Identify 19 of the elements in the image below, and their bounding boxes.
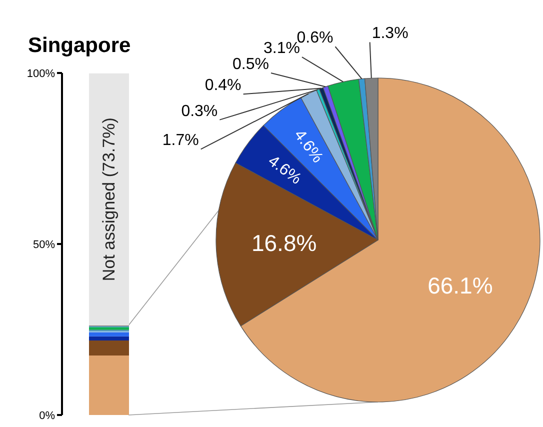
data-label: 0.3% xyxy=(181,102,218,120)
data-label: 0.5% xyxy=(232,56,270,74)
y-tick-label: 0% xyxy=(39,410,56,422)
data-label: 66.1% xyxy=(428,272,493,299)
data-label: 1.3% xyxy=(372,25,408,42)
bar xyxy=(89,355,129,415)
y-tick-label: 100% xyxy=(26,68,56,80)
data-label: 1.7% xyxy=(162,132,199,150)
bar xyxy=(89,327,129,330)
data-label: Not assigned (73.7%) xyxy=(100,118,118,282)
y-tick-label: 50% xyxy=(32,238,56,251)
data-label: 0.4% xyxy=(204,77,242,94)
bar xyxy=(89,73,129,326)
bar xyxy=(89,340,129,356)
data-label: 0.6% xyxy=(296,30,334,47)
data-label: 16.8% xyxy=(251,230,317,256)
bar xyxy=(89,336,129,340)
chart-title: Singapore xyxy=(28,34,131,58)
bar xyxy=(89,332,129,336)
